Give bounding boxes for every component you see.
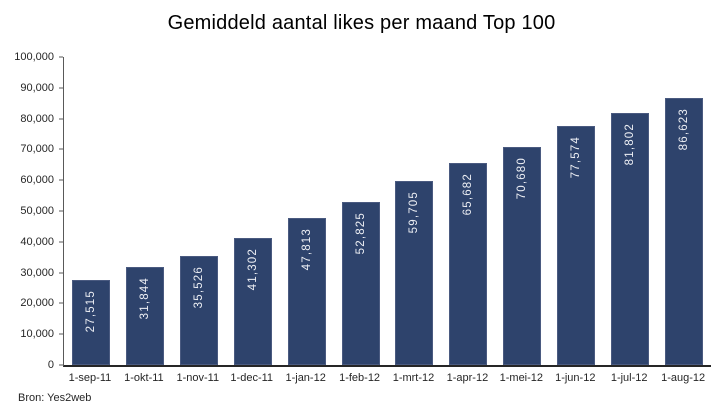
x-tick-label: 1-jan-12: [285, 372, 326, 384]
y-tick-label: 30,000: [20, 266, 54, 279]
bar-value-label: 77,574: [570, 136, 583, 179]
bar: 59,705: [395, 181, 434, 365]
y-tick-mark: [59, 241, 63, 243]
bar-value-label: 70,680: [516, 157, 529, 200]
x-tick-label: 1-jun-12: [555, 372, 596, 384]
bar-slot: 65,682: [441, 57, 495, 365]
y-tick-mark: [59, 148, 63, 150]
bar: 70,680: [503, 147, 542, 365]
bar: 65,682: [449, 162, 488, 365]
bar-value-label: 47,813: [300, 227, 313, 271]
bar-slot: 70,680: [495, 57, 549, 365]
y-tick-label: 100,000: [14, 51, 54, 63]
bar-value-label: 65,682: [462, 172, 475, 216]
y-tick-label: 80,000: [20, 112, 54, 125]
bar: 86,623: [665, 98, 704, 365]
bar-slot: 27,515: [64, 57, 118, 365]
x-tick-label: 1-mei-12: [499, 372, 544, 384]
bar: 27,515: [71, 280, 110, 365]
x-tick-label: 1-mrt-12: [392, 372, 435, 384]
bar: 52,825: [341, 202, 380, 365]
bar-value-label: 35,526: [192, 265, 205, 308]
y-axis: 0 10,000 20,000 30,000 40,000 50,000 60,000 70,…: [0, 51, 63, 371]
bar-slot: 59,705: [388, 57, 442, 365]
bar-slot: 31,844: [118, 57, 172, 365]
x-tick-label: 1-aug-12: [661, 372, 706, 384]
bar-slot: 35,526: [172, 57, 226, 365]
x-tick-label: 1-dec-11: [230, 372, 274, 384]
y-tick-mark: [59, 56, 63, 58]
bar-series: 27,515 31,844 35,526 41,302 47,813 52,825 59,7…: [64, 57, 711, 365]
bar: 35,526: [179, 255, 218, 365]
y-tick-mark: [59, 364, 63, 366]
source-note: Bron: Yes2web: [18, 392, 92, 404]
y-tick-label: 60,000: [20, 174, 54, 187]
y-tick-mark: [59, 118, 63, 120]
bar-value-label: 52,825: [354, 212, 367, 255]
bar-value-label: 27,515: [84, 290, 97, 333]
bar-value-label: 59,705: [408, 191, 421, 234]
y-tick-mark: [59, 272, 63, 274]
bar-slot: 77,574: [549, 57, 603, 365]
bar-value-label: 31,844: [138, 276, 151, 320]
y-tick-label: 10,000: [20, 328, 54, 341]
bar-slot: 47,813: [280, 57, 334, 365]
bar-slot: 41,302: [226, 57, 280, 365]
bar-slot: 86,623: [657, 57, 711, 365]
bar-value-label: 81,802: [624, 123, 637, 166]
y-tick-mark: [59, 87, 63, 89]
y-tick-label: 70,000: [20, 143, 54, 156]
y-tick-label: 90,000: [20, 81, 54, 94]
y-tick-mark: [59, 179, 63, 181]
bar: 77,574: [557, 126, 596, 365]
y-tick-label: 40,000: [20, 235, 54, 248]
y-tick-label: 20,000: [20, 297, 54, 310]
plot-area: 27,515 31,844 35,526 41,302 47,813 52,825 59,7…: [63, 57, 711, 367]
bar-slot: 81,802: [603, 57, 657, 365]
x-tick-label: 1-nov-11: [176, 372, 220, 384]
x-tick-label: 1-okt-11: [124, 372, 164, 384]
bar-value-label: 86,623: [678, 108, 691, 151]
y-tick-label: 0: [47, 359, 54, 371]
bar: 31,844: [125, 266, 164, 365]
bar-value-label: 41,302: [246, 247, 259, 291]
x-tick-label: 1-feb-12: [339, 372, 381, 384]
bar-slot: 52,825: [334, 57, 388, 365]
x-tick-label: 1-apr-12: [446, 372, 489, 384]
y-tick-label: 50,000: [20, 205, 54, 217]
bar: 41,302: [233, 237, 272, 365]
bar: 81,802: [611, 113, 650, 365]
y-tick-mark: [59, 333, 63, 335]
x-axis-labels: 1-sep-11 1-okt-11 1-nov-11 1-dec-11 1-jan-12…: [63, 372, 710, 384]
bar: 47,813: [287, 217, 326, 365]
x-tick-label: 1-sep-11: [68, 372, 112, 384]
y-tick-mark: [59, 302, 63, 304]
x-tick-label: 1-jul-12: [610, 372, 648, 384]
y-tick-mark: [59, 210, 63, 212]
chart-title: Gemiddeld aantal likes per maand Top 100: [167, 12, 556, 34]
